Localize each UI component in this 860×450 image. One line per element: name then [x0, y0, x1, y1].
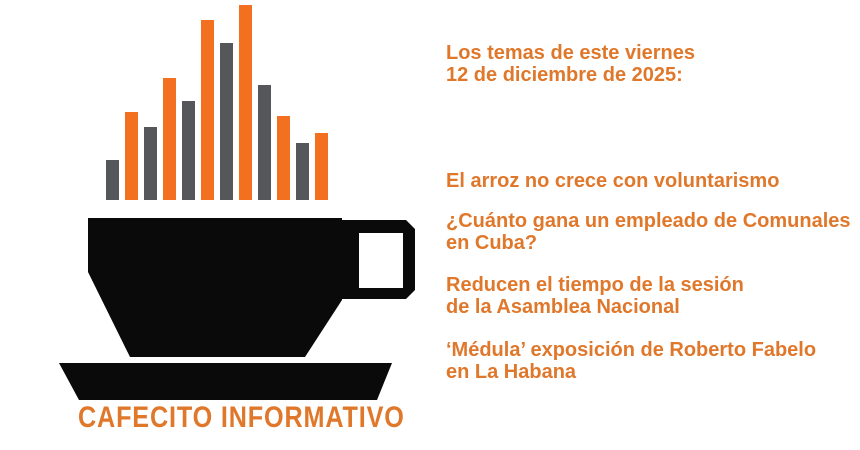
steam-bar-gray	[258, 85, 271, 200]
steam-bar-orange	[125, 112, 138, 200]
cup-body	[88, 218, 342, 357]
steam-bar-orange	[315, 133, 328, 200]
steam-bar-orange	[201, 20, 214, 200]
steam-bar-orange	[163, 78, 176, 200]
topic-line: en Cuba?	[446, 232, 538, 254]
coffee-cup-logo	[59, 218, 415, 400]
topic-item: El arroz no crece con voluntarismo	[446, 170, 856, 192]
topic-item: ‘Médula’ exposición de Roberto Fabelo en…	[446, 339, 856, 383]
brand-wordmark: CAFECITO INFORMATIVO	[78, 401, 405, 434]
steam-bar-gray	[106, 160, 119, 200]
steam-bar-gray	[296, 143, 309, 200]
topic-item: Reducen el tiempo de la sesión de la Asa…	[446, 274, 856, 318]
date-header-line2: 12 de diciembre de 2025:	[446, 64, 683, 86]
topic-line: en La Habana	[446, 361, 577, 383]
cup-handle	[340, 220, 415, 299]
topic-line: El arroz no crece con voluntarismo	[446, 170, 780, 192]
steam-bar-orange	[277, 116, 290, 200]
date-header-line1: Los temas de este viernes	[446, 42, 696, 64]
topic-line: de la Asamblea Nacional	[446, 296, 680, 318]
steam-bar-chart	[0, 0, 430, 200]
topic-item: ¿Cuánto gana un empleado de Comunales en…	[446, 210, 856, 254]
steam-bar-gray	[182, 101, 195, 200]
steam-bar-gray	[220, 43, 233, 200]
cup-saucer	[59, 363, 392, 400]
steam-bar-gray	[144, 127, 157, 200]
topic-line: ¿Cuánto gana un empleado de Comunales	[446, 210, 851, 232]
date-header: Los temas de este viernes 12 de diciembr…	[446, 42, 856, 86]
topic-line: ‘Médula’ exposición de Roberto Fabelo	[446, 339, 817, 361]
topic-line: Reducen el tiempo de la sesión	[446, 274, 744, 296]
steam-bar-orange	[239, 5, 252, 200]
